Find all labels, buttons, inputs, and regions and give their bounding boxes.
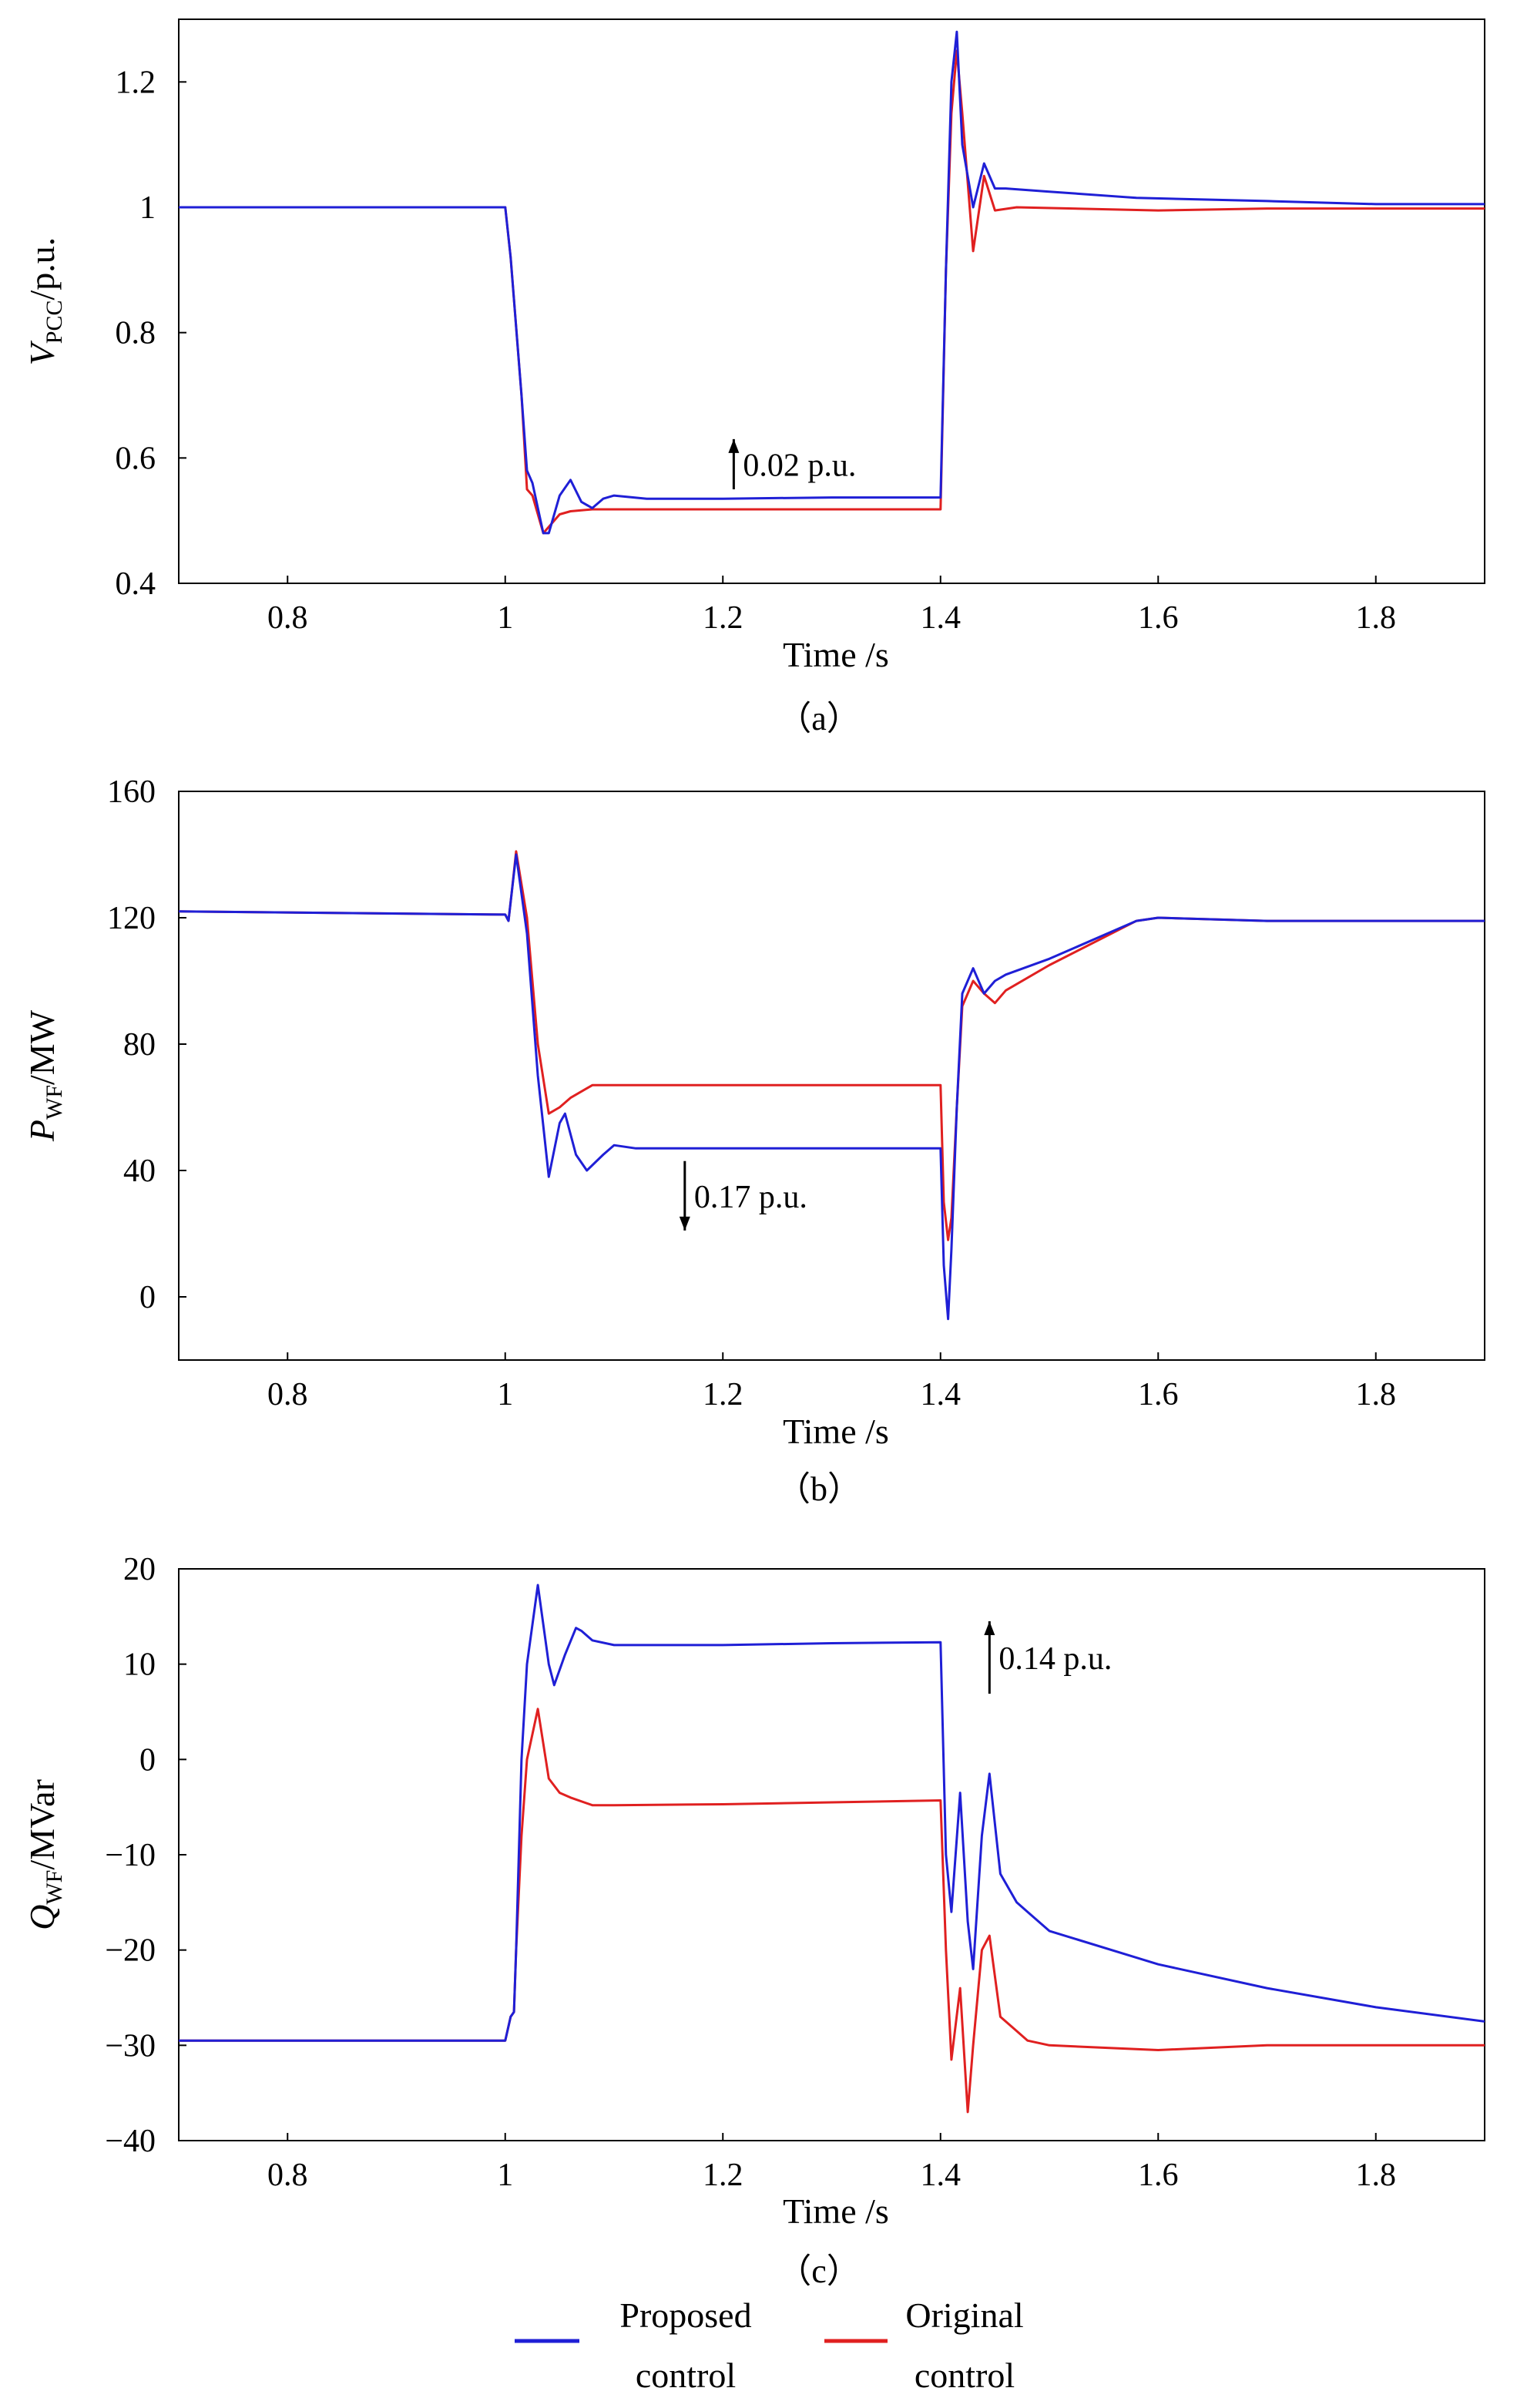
- legend: Proposed control Original control: [515, 2295, 1024, 2395]
- y-axis-label-rest: /p.u.: [22, 237, 62, 301]
- svg-text:PWF/MW: PWF/MW: [22, 1009, 67, 1142]
- x-tick-label: 1: [497, 2158, 513, 2193]
- x-tick-label: 1.6: [1138, 1377, 1179, 1412]
- y-tick-label: −40: [105, 2124, 156, 2159]
- series-original-control: [178, 850, 1485, 1241]
- x-axis-label: Time /s: [783, 1412, 889, 1451]
- y-tick-label: 0: [139, 1280, 156, 1315]
- series-proposed-control: [178, 853, 1485, 1321]
- legend-label-original-line1: Original: [905, 2295, 1023, 2335]
- series-proposed-control: [179, 30, 1485, 535]
- panel-c: QWF/MVar Time /s （c） 0.8 1 1.2 1.4 1.6 1.8 −40…: [22, 1552, 1485, 2290]
- x-tick-label: 1.2: [703, 2158, 743, 2193]
- x-tick-label: 0.8: [267, 600, 308, 636]
- x-tick-label: 1: [497, 600, 513, 636]
- series-original-control: [179, 49, 1485, 535]
- x-tick-label: 0.8: [267, 2158, 308, 2193]
- x-axis-label: Time /s: [783, 2191, 889, 2231]
- plot-frame: [178, 1568, 1485, 2141]
- series-original-control: [179, 1708, 1485, 2114]
- y-tick-label: 40: [123, 1154, 156, 1189]
- annotation-label: 0.02 p.u.: [743, 448, 856, 483]
- y-axis-label-rest: /MW: [22, 1009, 62, 1085]
- y-tick-label: 160: [107, 774, 156, 810]
- svg-text:VPCC/p.u.: VPCC/p.u.: [22, 237, 67, 366]
- x-tick-label: 1: [497, 1377, 513, 1412]
- y-tick-label: −20: [105, 1933, 156, 1969]
- annotation-arrow-head: [728, 438, 740, 453]
- annotation-arrow-head: [984, 1621, 995, 1636]
- panel-caption: （b）: [777, 1470, 861, 1508]
- svg-text:QWF/MVar: QWF/MVar: [22, 1779, 67, 1930]
- legend-label-proposed-line1: Proposed: [619, 2295, 751, 2335]
- legend-label-original-line2: control: [915, 2356, 1015, 2395]
- y-tick-label: −30: [105, 2028, 156, 2064]
- x-axis-label: Time /s: [783, 635, 889, 674]
- y-axis-label-main: V: [22, 340, 62, 365]
- y-axis-label-sub: WF: [42, 1085, 67, 1120]
- x-tick-label: 1.2: [703, 600, 743, 636]
- series-proposed-control: [179, 1584, 1485, 2042]
- y-axis-label-rest: /MVar: [22, 1779, 62, 1870]
- y-axis-label-sub: PCC: [42, 300, 67, 344]
- y-tick-label: 10: [123, 1647, 156, 1683]
- legend-item-proposed: Proposed control: [515, 2295, 752, 2395]
- panel-caption: （c）: [777, 2252, 861, 2290]
- y-tick-label: 20: [123, 1552, 156, 1587]
- x-tick-label: 1.4: [921, 1377, 962, 1412]
- y-axis-label-main: Q: [22, 1905, 62, 1930]
- panel-a: VPCC/p.u. Time /s （a） 0.8 1 1.2 1.4 1.6 1.8 0.…: [22, 18, 1485, 737]
- x-tick-label: 1.6: [1138, 600, 1179, 636]
- panel-caption: （a）: [777, 700, 861, 737]
- y-axis-label-main: P: [22, 1120, 62, 1142]
- y-tick-label: 80: [123, 1027, 156, 1063]
- y-axis-label: PWF/MW: [22, 1009, 67, 1142]
- y-tick-label: 0: [139, 1742, 156, 1778]
- y-tick-label: 1: [139, 190, 156, 226]
- x-tick-label: 1.8: [1356, 2158, 1397, 2193]
- x-tick-label: 0.8: [267, 1377, 308, 1412]
- x-tick-label: 1.2: [703, 1377, 743, 1412]
- y-axis-label-sub: WF: [42, 1870, 67, 1905]
- x-tick-label: 1.6: [1138, 2158, 1179, 2193]
- x-tick-label: 1.8: [1356, 600, 1397, 636]
- annotation-label: 0.14 p.u.: [998, 1641, 1112, 1677]
- x-tick-label: 1.4: [921, 2158, 962, 2193]
- legend-item-original: Original control: [824, 2295, 1024, 2395]
- plot-frame: [178, 18, 1485, 584]
- y-tick-label: 0.4: [116, 566, 156, 602]
- y-tick-label: 120: [107, 901, 156, 936]
- y-tick-label: 0.8: [116, 316, 156, 351]
- legend-label-proposed-line2: control: [636, 2356, 736, 2395]
- y-tick-label: −10: [105, 1838, 156, 1873]
- y-axis-label: QWF/MVar: [22, 1779, 67, 1930]
- annotation-arrow-head: [679, 1216, 690, 1231]
- y-tick-label: 0.6: [116, 441, 156, 476]
- plot-frame: [178, 791, 1485, 1361]
- annotation-label: 0.17 p.u.: [694, 1180, 807, 1215]
- y-axis-label: VPCC/p.u.: [22, 237, 67, 366]
- panel-b: PWF/MW Time /s （b） 0.8 1 1.2 1.4 1.6 1.8 0 40 80…: [22, 774, 1485, 1508]
- x-tick-label: 1.4: [921, 600, 962, 636]
- x-tick-label: 1.8: [1356, 1377, 1397, 1412]
- y-tick-label: 1.2: [116, 65, 156, 100]
